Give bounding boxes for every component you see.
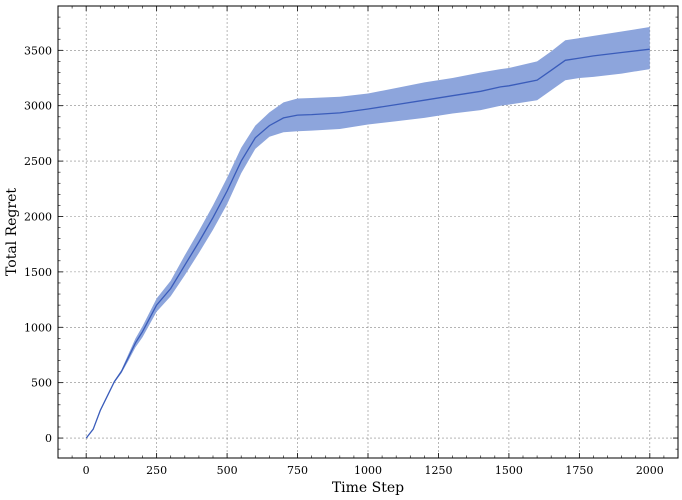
x-tick-label: 1000: [354, 464, 382, 477]
y-tick-label: 1000: [24, 321, 52, 334]
x-tick-label: 2000: [636, 464, 664, 477]
y-tick-label: 1500: [24, 266, 52, 279]
y-tick-label: 0: [45, 432, 52, 445]
confidence-band: [86, 27, 650, 439]
x-tick-label: 1500: [495, 464, 523, 477]
y-tick-label: 2000: [24, 210, 52, 223]
axis-ticks: 0 250 500 750 1000 1250 1500 1750 2000 0 500 1000 15…: [24, 6, 678, 477]
mean-regret-line: [85, 48, 650, 439]
y-tick-label: 2500: [24, 155, 52, 168]
y-tick-label: 3000: [24, 100, 52, 113]
x-axis-label: Time Step: [332, 480, 404, 496]
x-tick-label: 250: [146, 464, 167, 477]
x-tick-label: 0: [83, 464, 90, 477]
x-tick-label: 500: [217, 464, 238, 477]
x-tick-label: 750: [287, 464, 308, 477]
x-tick-label: 1750: [565, 464, 593, 477]
y-axis-label: Total Regret: [4, 188, 20, 276]
x-tick-label: 1250: [424, 464, 452, 477]
y-tick-label: 3500: [24, 44, 52, 57]
y-tick-label: 500: [31, 377, 52, 390]
